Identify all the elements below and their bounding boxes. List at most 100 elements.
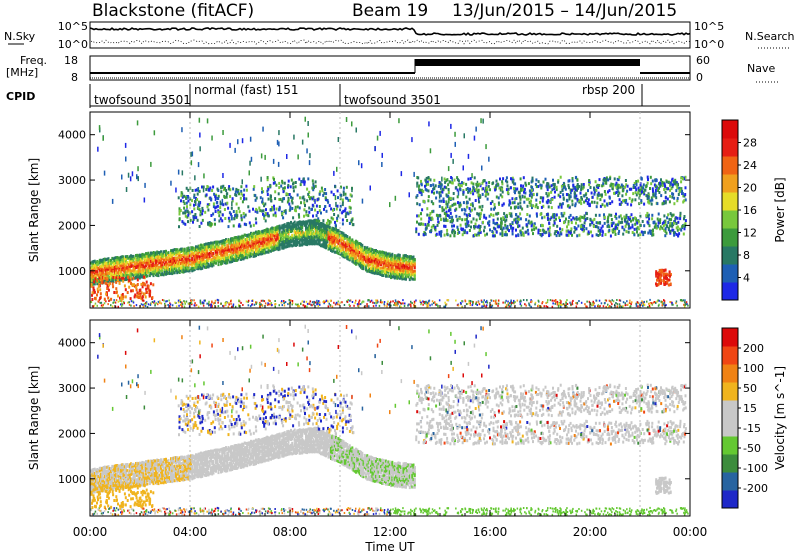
scatter-cell — [408, 273, 411, 277]
scatter-cell — [627, 222, 630, 226]
scatter-cell — [313, 223, 316, 227]
scatter-cell — [102, 258, 105, 261]
scatter-cell — [667, 187, 670, 191]
scatter-cell — [566, 204, 569, 208]
scatter-cell — [656, 202, 659, 206]
scatter-cell — [306, 233, 309, 236]
scatter-cell — [316, 211, 319, 214]
scatter-cell — [539, 229, 542, 232]
scatter-cell — [502, 177, 505, 181]
scatter-cell — [178, 207, 181, 211]
scatter-cell — [107, 262, 110, 265]
scatter-cell — [576, 187, 579, 190]
scatter-cell — [368, 263, 371, 267]
scatter-cell — [243, 238, 246, 242]
scatter-cell — [175, 259, 177, 263]
scatter-cell — [496, 182, 499, 186]
scatter-cell — [382, 266, 385, 270]
scatter-cell — [223, 247, 226, 251]
scatter-cell — [382, 255, 385, 259]
scatter-cell — [196, 259, 199, 263]
scatter-cell — [635, 303, 638, 306]
scatter-cell — [312, 242, 315, 246]
scatter-cell — [618, 198, 621, 202]
scatter-cell — [506, 180, 509, 184]
scatter-cell — [287, 232, 290, 236]
scatter-cell — [216, 204, 219, 208]
scatter-cell — [153, 264, 156, 267]
scatter-cell — [183, 253, 186, 257]
scatter-cell — [208, 245, 211, 248]
scatter-cell — [245, 184, 248, 188]
scatter-cell — [569, 231, 572, 235]
scatter-cell — [519, 177, 522, 181]
scatter-cell — [549, 233, 552, 237]
scatter-cell — [153, 130, 156, 136]
scatter-cell — [228, 248, 231, 252]
scatter-cell — [308, 230, 311, 234]
scatter-cell — [118, 268, 121, 272]
scatter-cell — [541, 216, 544, 220]
scatter-cell — [381, 253, 384, 256]
scatter-cell — [125, 276, 127, 280]
scatter-cell — [101, 265, 104, 269]
scatter-cell — [318, 222, 321, 226]
scatter-cell — [286, 237, 289, 241]
scatter-cell — [163, 258, 166, 262]
scatter-cell — [195, 256, 197, 259]
scatter-cell — [185, 257, 187, 261]
scatter-cell — [182, 262, 185, 266]
scatter-cell — [290, 178, 293, 182]
scatter-cell — [380, 270, 382, 274]
scatter-cell — [397, 266, 400, 270]
scatter-cell — [282, 236, 285, 239]
scatter-cell — [669, 194, 672, 198]
scatter-cell — [334, 220, 336, 224]
scatter-cell — [207, 244, 210, 248]
scatter-cell — [420, 217, 423, 221]
scatter-cell — [156, 252, 159, 256]
scatter-cell — [580, 225, 583, 229]
scatter-cell — [341, 242, 344, 246]
scatter-cell — [471, 189, 474, 193]
scatter-cell — [227, 248, 230, 252]
scatter-cell — [234, 190, 237, 194]
scatter-cell — [522, 184, 525, 188]
scatter-cell — [212, 247, 215, 251]
scatter-cell — [282, 243, 285, 247]
scatter-cell — [462, 190, 465, 194]
scatter-cell — [290, 240, 292, 244]
scatter-cell — [175, 266, 177, 270]
scatter-cell — [201, 260, 204, 264]
scatter-cell — [107, 279, 110, 283]
scatter-cell — [160, 261, 162, 264]
scatter-cell — [151, 262, 154, 266]
scatter-cell — [654, 192, 657, 195]
scatter-cell — [341, 252, 344, 256]
scatter-cell — [126, 256, 129, 260]
scatter-cell — [407, 272, 410, 276]
scatter-cell — [405, 254, 407, 258]
scatter-cell — [287, 198, 290, 202]
scatter-cell — [108, 261, 111, 264]
scatter-cell — [321, 230, 324, 234]
scatter-cell — [282, 241, 285, 245]
scatter-cell — [396, 265, 399, 269]
scatter-cell — [258, 230, 261, 234]
scatter-cell — [125, 255, 127, 259]
scatter-cell — [337, 196, 339, 200]
scatter-cell — [345, 252, 347, 255]
scatter-cell — [402, 261, 405, 264]
scatter-cell — [157, 261, 160, 265]
scatter-cell — [427, 223, 430, 227]
scatter-cell — [153, 259, 156, 263]
scatter-cell — [553, 185, 556, 189]
scatter-cell — [257, 242, 260, 246]
scatter-cell — [386, 305, 388, 308]
scatter-cell — [172, 252, 175, 256]
scatter-cell — [146, 269, 149, 273]
scatter-cell — [682, 232, 685, 236]
scatter-cell — [301, 233, 304, 237]
scatter-cell — [351, 259, 354, 263]
scatter-cell — [554, 213, 557, 217]
